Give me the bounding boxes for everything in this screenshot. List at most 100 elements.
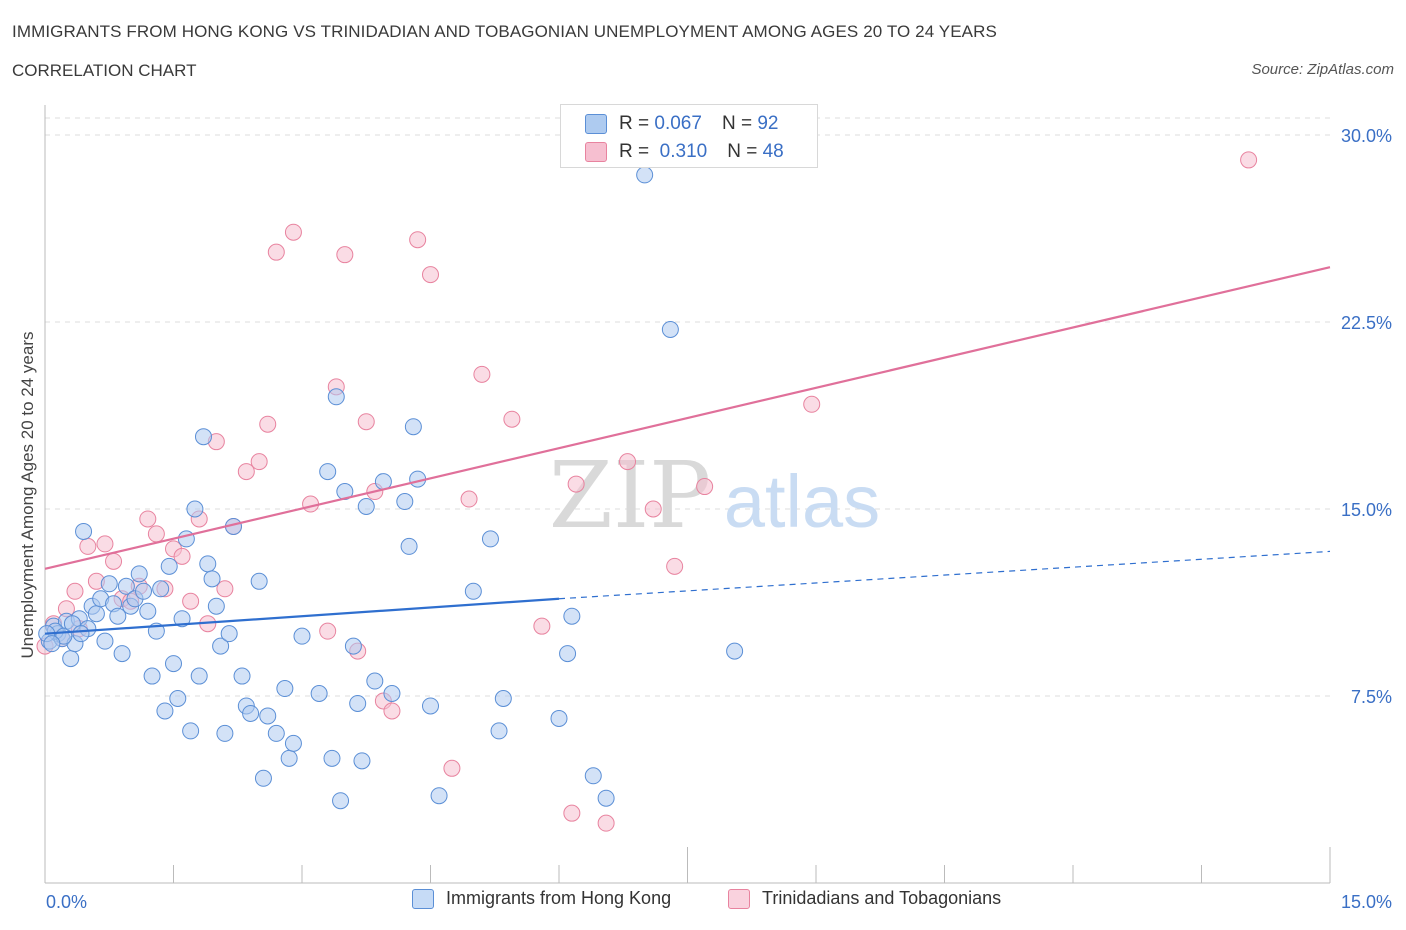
series-hongkong-points	[38, 166, 744, 810]
data-point-hongkong	[199, 555, 217, 573]
data-point-trinidadians	[473, 365, 491, 383]
correlation-legend: R = 0.067 N = 92 R = 0.310 N = 48	[560, 104, 818, 168]
trend-lines	[44, 266, 1331, 635]
data-point-trinidadians	[66, 582, 84, 600]
data-point-hongkong	[216, 724, 234, 742]
data-point-hongkong	[319, 463, 337, 481]
data-point-trinidadians	[696, 478, 714, 496]
data-point-hongkong	[310, 685, 328, 703]
data-point-hongkong	[259, 707, 277, 725]
data-point-hongkong	[75, 522, 93, 540]
data-point-hongkong	[344, 637, 362, 655]
bottom-legend-swatch-pink	[728, 888, 750, 909]
data-point-trinidadians	[336, 246, 354, 264]
data-point-hongkong	[284, 734, 302, 752]
data-point-trinidadians	[173, 547, 191, 565]
trendline-trinidadians	[44, 266, 1331, 570]
data-point-hongkong	[396, 493, 414, 511]
data-point-hongkong	[563, 607, 581, 625]
data-point-hongkong	[559, 645, 577, 663]
data-point-hongkong	[143, 667, 161, 685]
y-tick-label: 15.0%	[1341, 500, 1392, 520]
trendline-hongkong-extension	[558, 550, 1331, 600]
data-point-hongkong	[280, 749, 298, 767]
data-point-trinidadians	[443, 759, 461, 777]
legend-r-value-2: 0.310	[659, 141, 708, 162]
data-point-hongkong	[464, 582, 482, 600]
bottom-legend-label-trinidad: Trinidadians and Tobagonians	[762, 888, 1002, 908]
data-point-hongkong	[323, 749, 341, 767]
data-point-hongkong	[169, 689, 187, 707]
data-point-hongkong	[182, 722, 200, 740]
data-point-hongkong	[327, 388, 345, 406]
data-point-hongkong	[584, 767, 602, 785]
legend-r-label: R =	[619, 113, 650, 134]
legend-row-hongkong: R = 0.067 N = 92	[585, 112, 778, 136]
legend-n-label: N =	[727, 141, 758, 162]
data-point-trinidadians	[96, 535, 114, 553]
data-point-hongkong	[190, 667, 208, 685]
legend-n-value-1: 92	[757, 113, 779, 134]
data-point-hongkong	[156, 702, 174, 720]
data-point-hongkong	[250, 572, 268, 590]
y-axis-label: Unemployment Among Ages 20 to 24 years	[18, 331, 37, 659]
data-point-hongkong	[96, 632, 114, 650]
data-point-hongkong	[62, 650, 80, 668]
data-point-hongkong	[194, 428, 212, 446]
data-point-trinidadians	[1240, 151, 1258, 169]
data-point-trinidadians	[216, 580, 234, 598]
data-point-trinidadians	[284, 223, 302, 241]
data-point-hongkong	[220, 625, 238, 643]
data-point-trinidadians	[147, 525, 165, 543]
data-point-hongkong	[242, 704, 260, 722]
legend-row-trinidad: R = 0.310 N = 48	[585, 140, 784, 164]
data-point-hongkong	[490, 722, 508, 740]
data-point-hongkong	[293, 627, 311, 645]
data-point-hongkong	[276, 680, 294, 698]
data-point-hongkong	[661, 320, 679, 338]
data-point-trinidadians	[503, 410, 521, 428]
data-point-hongkong	[165, 655, 182, 673]
data-point-trinidadians	[619, 453, 637, 471]
data-point-hongkong	[186, 500, 204, 518]
data-point-hongkong	[233, 667, 251, 685]
legend-swatch-blue	[585, 114, 607, 134]
data-point-trinidadians	[302, 495, 320, 513]
data-point-trinidadians	[644, 500, 662, 518]
data-point-trinidadians	[803, 395, 821, 413]
data-point-hongkong	[72, 625, 90, 643]
data-point-trinidadians	[139, 510, 157, 528]
legend-n-value-2: 48	[762, 141, 784, 162]
data-point-trinidadians	[250, 453, 268, 471]
data-point-hongkong	[422, 697, 439, 715]
tick-labels: 7.5% 15.0% 22.5% 30.0% 0.0% 15.0%	[46, 126, 1392, 912]
legend-swatch-pink	[585, 142, 607, 162]
trendline-hongkong	[44, 597, 560, 635]
chart-subtitle: CORRELATION CHART	[12, 61, 197, 80]
data-point-trinidadians	[597, 814, 615, 832]
data-point-hongkong	[353, 752, 371, 770]
data-point-trinidadians	[567, 475, 585, 493]
data-point-hongkong	[481, 530, 499, 548]
y-tick-label: 22.5%	[1341, 313, 1392, 333]
data-point-trinidadians	[319, 622, 337, 640]
data-point-trinidadians	[237, 463, 255, 481]
watermark-atlas: atlas	[724, 460, 880, 543]
data-point-trinidadians	[357, 413, 375, 431]
grid-lines	[45, 117, 1330, 697]
data-point-trinidadians	[666, 557, 684, 575]
data-point-hongkong	[212, 637, 230, 655]
data-point-hongkong	[267, 724, 285, 742]
bottom-legend-label-hongkong: Immigrants from Hong Kong	[446, 888, 672, 908]
data-point-hongkong	[130, 565, 148, 583]
data-point-trinidadians	[409, 231, 427, 249]
chart-title: IMMIGRANTS FROM HONG KONG VS TRINIDADIAN…	[12, 22, 997, 41]
data-point-hongkong	[404, 418, 422, 436]
data-point-hongkong	[400, 537, 418, 555]
data-point-hongkong	[357, 498, 375, 516]
x-tick-label-min: 0.0%	[46, 892, 87, 912]
data-point-trinidadians	[533, 617, 551, 635]
data-point-hongkong	[550, 709, 568, 727]
data-point-hongkong	[332, 792, 350, 810]
